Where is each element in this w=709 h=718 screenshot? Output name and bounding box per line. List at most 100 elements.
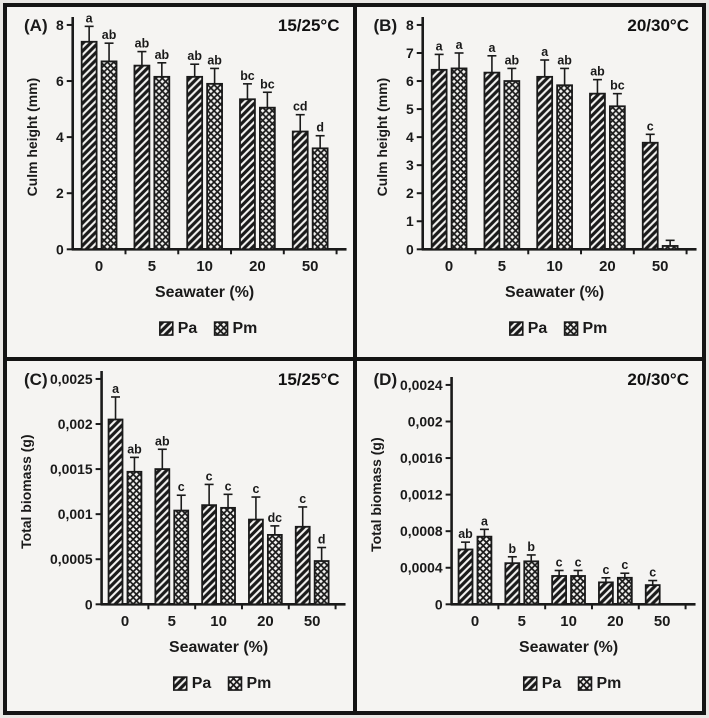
bar-Pa-5 (133, 64, 151, 251)
sig-letter: c (252, 482, 259, 496)
sig-letter: ab (127, 442, 142, 456)
chart-D: 0 0,0004 0,0008 0,0012 0,0016 0,002 0,0024 Tota… (367, 377, 696, 692)
panel-A: (A) 15/25°C 0 2 4 6 8 Culm height (mm) 0 a ab 5 ab… (7, 7, 353, 357)
bar-Pa-10 (186, 75, 204, 251)
panel-label-D: (D) (373, 370, 398, 389)
legend-swatch-Pm (227, 676, 243, 691)
x-tick-label: 5 (148, 258, 156, 275)
bar-Pm-20 (616, 576, 633, 606)
bar-Pa-0 (80, 40, 98, 251)
y-tick-label: 3 (405, 157, 413, 173)
bar-Pa-0 (107, 418, 124, 606)
x-axis-title: Seawater (%) (155, 284, 254, 301)
sig-letter: ab (207, 53, 222, 67)
x-tick-label: 50 (653, 613, 670, 630)
bar-Pm-0 (100, 60, 118, 251)
sig-letter: b (527, 540, 535, 554)
bar-Pm-0 (126, 470, 143, 606)
bar-Pm-20 (259, 106, 276, 251)
sig-letter: a (112, 382, 119, 396)
x-tick-label: 0 (444, 258, 452, 275)
bar-Pm-20 (608, 105, 626, 251)
sig-letter: dc (268, 511, 283, 525)
bar-Pm-5 (502, 80, 520, 251)
sig-letter: ab (155, 48, 170, 62)
sig-letter: c (646, 119, 653, 133)
legend-swatch-Pm (213, 321, 229, 336)
bar-Pa-20 (239, 98, 256, 251)
y-tick-label: 0 (85, 596, 93, 612)
sig-letter: c (621, 558, 628, 572)
y-axis-title: Culm height (mm) (24, 78, 40, 197)
bar-Pm-0 (450, 67, 467, 251)
x-tick-label: 10 (560, 613, 577, 630)
figure-grid: (A) 15/25°C 0 2 4 6 8 Culm height (mm) 0 a ab 5 ab… (3, 3, 706, 715)
sig-letter: ab (504, 53, 519, 67)
sig-letter: a (488, 41, 495, 55)
legend-label-Pm: Pm (233, 320, 258, 337)
legend-swatch-Pm (563, 321, 578, 336)
x-tick-label: 20 (257, 613, 274, 630)
bar-Pa-0 (457, 548, 473, 606)
sig-letter: c (649, 566, 656, 580)
sig-letter: c (206, 469, 213, 483)
y-tick-label: 0,0004 (400, 560, 443, 576)
y-tick-label: 6 (56, 73, 64, 89)
sig-letter: cd (293, 100, 308, 114)
sig-letter: ab (458, 527, 473, 541)
bar-Pa-5 (503, 562, 520, 606)
sig-letter: ab (187, 49, 202, 63)
sig-letter: ab (155, 434, 170, 448)
y-tick-label: 0,0008 (400, 523, 443, 539)
bar-Pm-0 (476, 535, 492, 606)
sig-letter: ab (557, 53, 572, 67)
sig-letter: bc (610, 79, 625, 93)
legend-swatch-Pa (508, 321, 524, 336)
panel-D: (D) 20/30°C 0 0,0004 0,0008 0,0012 0,0016 0,0… (356, 361, 702, 711)
bar-Pm-50 (313, 560, 330, 606)
panel-C: (C) 15/25°C 0 0,0005 0,001 0,0015 0,002 0,002… (7, 361, 353, 711)
legend-label-Pa: Pa (192, 675, 212, 692)
sig-letter: a (86, 11, 93, 25)
x-tick-label: 5 (497, 258, 505, 275)
y-tick-label: 0,0005 (50, 551, 93, 567)
y-tick-label: 2 (56, 185, 64, 201)
condition-label-A: 15/25°C (277, 16, 340, 35)
bar-Pm-5 (173, 509, 190, 606)
x-axis-title: Seawater (%) (505, 284, 604, 301)
sig-letter: c (225, 479, 232, 493)
condition-label-D: 20/30°C (627, 370, 689, 389)
legend-label-Pm: Pm (246, 675, 271, 692)
bar-Pa-20 (597, 581, 614, 606)
legend-swatch-Pa (522, 676, 538, 691)
sig-letter: a (435, 39, 442, 53)
x-axis-title: Seawater (%) (519, 639, 618, 656)
x-tick-label: 50 (302, 258, 319, 275)
legend-label-Pm: Pm (596, 675, 621, 692)
bar-Pm-5 (153, 75, 171, 251)
sig-letter: b (508, 542, 516, 556)
sig-letter: c (602, 563, 609, 577)
panel-label-A: (A) (24, 16, 48, 35)
bar-Pm-10 (569, 575, 586, 606)
sig-letter: d (318, 533, 326, 547)
y-tick-label: 4 (405, 129, 413, 145)
y-tick-label: 0,001 (58, 506, 93, 522)
y-tick-label: 0,0015 (50, 461, 93, 477)
y-tick-label: 2 (405, 185, 413, 201)
x-tick-label: 20 (607, 613, 624, 630)
panel-label-B: (B) (373, 16, 398, 35)
legend-swatch-Pa (159, 321, 174, 336)
x-tick-label: 5 (168, 613, 176, 630)
x-tick-label: 0 (470, 613, 478, 630)
y-tick-label: 0 (434, 596, 442, 612)
y-tick-label: 8 (56, 17, 64, 33)
bar-Pa-50 (294, 525, 311, 606)
legend-swatch-Pa (172, 676, 188, 691)
bar-Pm-10 (220, 506, 236, 606)
panel-B: (B) 20/30°C 0 1 2 3 4 5 6 7 8 Culm height (mm) 0 a a… (356, 7, 702, 357)
x-tick-label: 20 (599, 258, 616, 275)
legend-swatch-Pm (577, 676, 592, 691)
bar-Pa-50 (644, 584, 661, 606)
